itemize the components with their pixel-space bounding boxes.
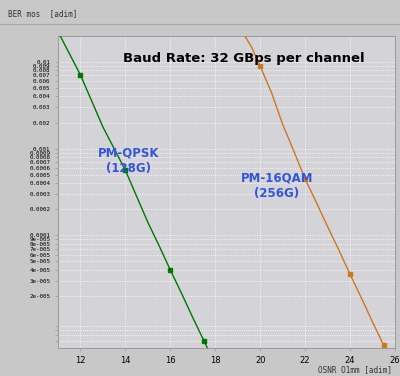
Text: OSNR O1mm [adim]: OSNR O1mm [adim] — [318, 365, 392, 374]
Text: PM-QPSK
(128G): PM-QPSK (128G) — [98, 146, 160, 175]
Text: PM-16QAM
(256G): PM-16QAM (256G) — [241, 171, 313, 200]
Text: BER mos  [adim]: BER mos [adim] — [8, 9, 77, 18]
Text: Baud Rate: 32 GBps per channel: Baud Rate: 32 GBps per channel — [122, 52, 364, 65]
